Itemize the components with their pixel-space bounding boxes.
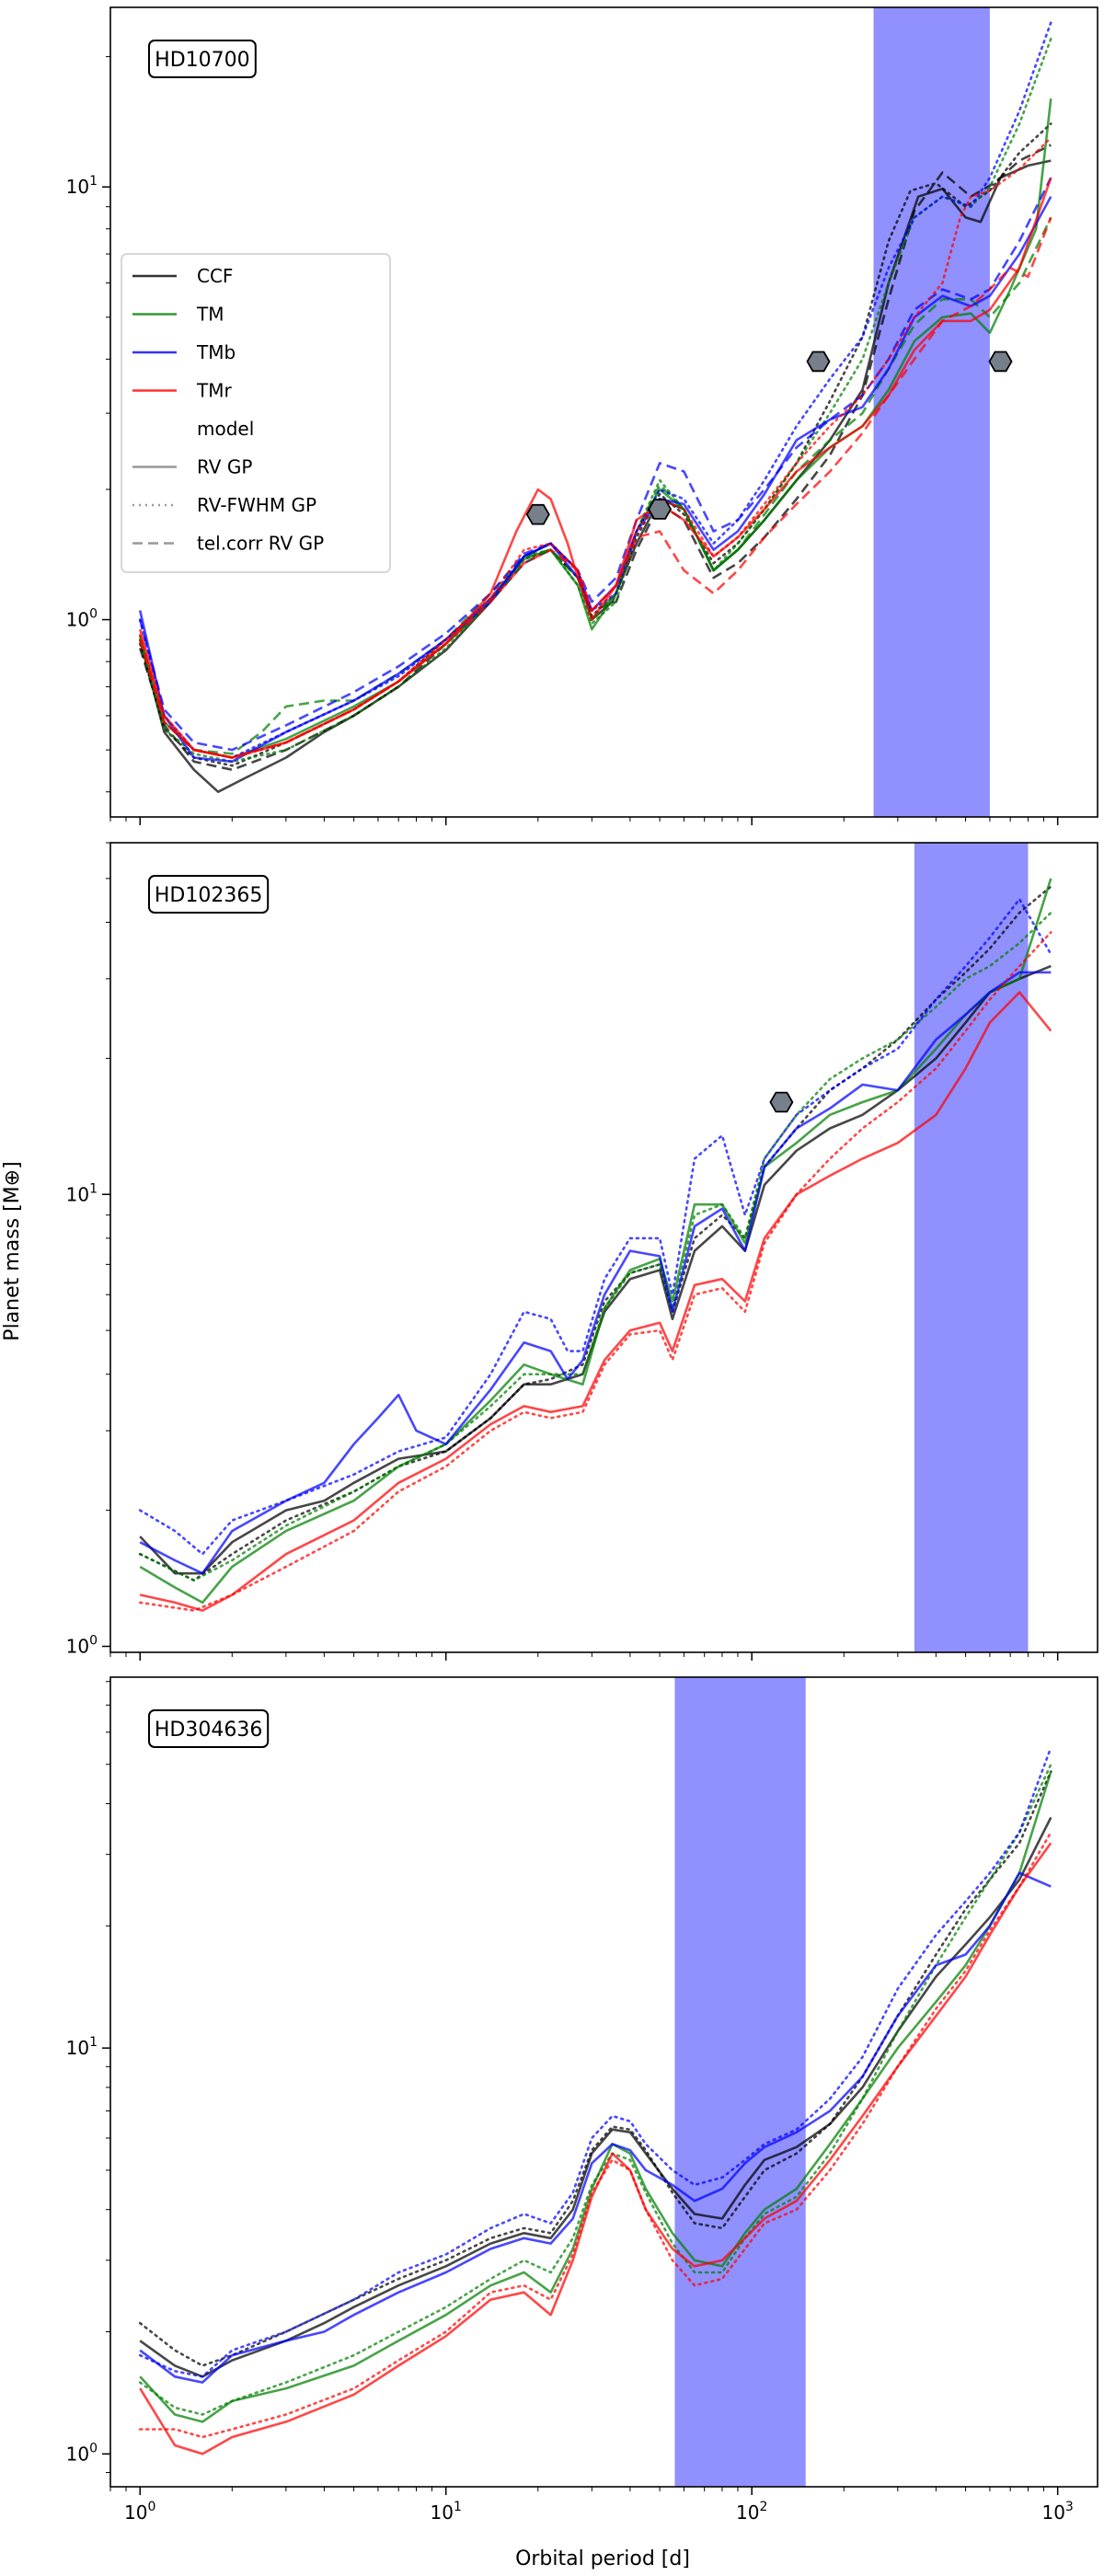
y-tick-label: 101 [66,2035,98,2059]
panel-hd102365: 100 101 HD102365 [66,842,1098,1661]
planet-marker [806,351,831,373]
series-line-tm-solid [139,878,1052,1604]
shaded-band [873,7,990,817]
x-tick-label: 100 [124,2500,155,2524]
series-line-tm-dotted [138,911,1052,1581]
title-text: HD102365 [155,884,262,907]
series-group [138,878,1052,1612]
series-line-tmr-dotted [138,1831,1052,2439]
y-axis-label: Planet mass [M⊕] [1,1161,24,1340]
series-line-tmb-solid [139,1871,1052,2384]
legend: CCF TM TMb TMr model RV GP RV-FWHM GP tel.corr … [121,253,391,573]
series-line-tmr-solid [139,991,1052,1612]
panel-title: HD102365 [148,875,270,914]
series-line-ccf-solid [138,159,1052,793]
series-line-tmb-solid [139,971,1052,1575]
y-ticks [102,842,110,1648]
x-ticks [109,817,1059,825]
series-group [138,21,1052,793]
y-tick-label: 100 [66,2441,98,2465]
y-tick-label: 101 [66,174,98,198]
planet-marker [988,351,1013,373]
x-tick-label: 102 [736,2500,767,2524]
legend-label: CCF [197,265,233,287]
panel-title: HD304636 [148,1709,270,1748]
legend-label: RV-FWHM GP [197,494,316,516]
series-line-tmr-dashed [138,216,1052,759]
y-ticks [102,1681,110,2473]
shaded-band [674,1677,806,2487]
series-line-tmb-dotted [138,21,1052,759]
series-line-tmb-dotted [138,1746,1052,2378]
panel-hd304636: 100 101 100 101 102 103 HD304636 [66,1676,1098,2524]
axes-frame [109,6,1098,818]
x-axis-label: Orbital period [d] [515,2547,690,2570]
series-line-tmb-dotted [138,898,1052,1556]
series-line-ccf-dotted [138,885,1052,1581]
legend-label: tel.corr RV GP [197,533,324,555]
y-tick-label: 100 [66,607,98,631]
series-group [138,1746,1052,2455]
axes-frame [109,1676,1098,2488]
title-box [148,1709,270,1748]
y-tick-label: 101 [66,1181,98,1205]
title-text: HD304636 [155,1719,262,1742]
series-line-tm-dotted [138,37,1052,764]
series-line-tmr-dotted [138,931,1052,1612]
axes-frame [109,842,1098,1653]
y-tick-label: 100 [66,1634,98,1658]
series-line-tm-dotted [138,1763,1052,2416]
series-line-ccf-solid [139,964,1052,1575]
title-box [148,40,257,78]
panel-title: HD10700 [148,40,257,78]
legend-label: TMb [196,341,236,363]
legend-label: TM [196,304,224,326]
series-line-tm-solid [138,98,1052,759]
x-tick-label: 101 [431,2500,462,2524]
panel-hd10700: 100 101 HD10700 CCF TM TMb TMr model RV GP RV-FWH… [66,6,1098,825]
x-ticks [109,2487,1059,2495]
title-box [148,875,270,914]
x-ticks [109,1652,1059,1661]
series-line-ccf-dotted [138,1770,1052,2367]
title-text: HD10700 [155,49,249,72]
planet-marker [769,1091,794,1113]
series-line-tm-solid [139,1771,1052,2423]
shaded-band [914,843,1029,1652]
series-line-ccf-solid [139,1816,1052,2378]
series-line-tmb-dashed [138,177,1052,752]
legend-label: TMr [196,380,232,402]
legend-box [121,253,391,573]
series-line-tmr-dotted [138,136,1052,759]
legend-label: model [197,418,254,440]
planet-marker [648,499,673,520]
legend-label: RV GP [197,456,252,478]
y-ticks [102,56,110,793]
x-tick-label: 103 [1041,2500,1073,2524]
planet-marker [525,503,550,525]
